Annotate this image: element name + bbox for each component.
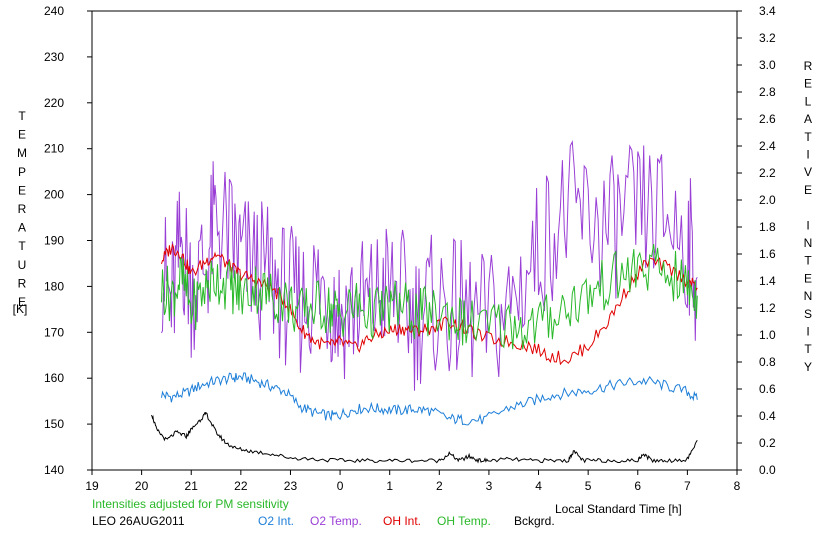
y-right-title-letter: I <box>806 218 809 232</box>
y-right-title-letter: V <box>804 165 812 179</box>
x-tick-label: 0 <box>337 479 344 493</box>
y-left-title-letter: P <box>18 165 26 179</box>
x-tick-label: 8 <box>734 479 741 493</box>
y-right-title-letter: R <box>804 59 813 73</box>
y-left-tick-label: 230 <box>44 50 64 64</box>
y-left-tick-label: 160 <box>44 371 64 385</box>
y-right-tick-label: 1.4 <box>759 274 776 288</box>
y-left-tick-label: 140 <box>44 463 64 477</box>
y-right-title-letter: T <box>804 254 812 268</box>
y-left-title-letter: E <box>18 295 26 309</box>
y-right-tick-label: 0.6 <box>759 382 776 396</box>
y-left-title-letter: T <box>18 239 26 253</box>
y-left-tick-label: 240 <box>44 4 64 18</box>
sensitivity-note: Intensities adjusted for PM sensitivity <box>92 497 289 511</box>
y-right-title-letter: I <box>806 148 809 162</box>
x-tick-label: 5 <box>585 479 592 493</box>
legend-item: OH Temp. <box>437 514 491 528</box>
y-right-tick-label: 2.6 <box>759 112 776 126</box>
y-right-tick-label: 1.2 <box>759 301 776 315</box>
legend-item: O2 Temp. <box>310 514 362 528</box>
y-left-title-letter: U <box>18 258 27 272</box>
y-right-tick-label: 1.8 <box>759 220 776 234</box>
y-right-tick-label: 0.8 <box>759 355 776 369</box>
y-left-tick-label: 200 <box>44 188 64 202</box>
y-axis-right: 0.0 0.2 0.4 0.6 0.8 1.0 1.2 1.4 1.6 1.8 2.0 2.2 2.4 2… <box>737 4 776 477</box>
y-right-title-letter: N <box>804 289 813 303</box>
y-right-title-letter: I <box>806 325 809 339</box>
station-date-label: LEO 26AUG2011 <box>92 514 185 528</box>
x-axis-title: Local Standard Time [h] <box>555 502 682 516</box>
y-right-title-letter: T <box>804 342 812 356</box>
legend: O2 Int. O2 Temp. OH Int. OH Temp. Bckgrd. <box>258 514 555 528</box>
y-right-title-letter: A <box>804 112 812 126</box>
x-tick-label: 20 <box>135 479 149 493</box>
x-tick-label: 21 <box>185 479 199 493</box>
y-right-title-letter: E <box>804 271 812 285</box>
series-line-o2-temp <box>161 140 698 391</box>
x-axis: 19 20 21 22 23 0 1 2 3 4 5 6 7 8 <box>85 470 741 493</box>
y-right-tick-label: 3.2 <box>759 31 776 45</box>
y-right-title-letter: N <box>804 236 813 250</box>
x-tick-label: 6 <box>634 479 641 493</box>
y-right-tick-label: 2.4 <box>759 139 776 153</box>
y-right-tick-label: 3.4 <box>759 4 776 18</box>
series-line-o2-int <box>161 372 698 426</box>
y-right-title-letter: S <box>804 307 812 321</box>
y-right-tick-label: 2.8 <box>759 85 776 99</box>
x-tick-label: 2 <box>436 479 443 493</box>
y-right-title-letter: T <box>804 130 812 144</box>
series-layer <box>151 140 698 464</box>
y-left-tick-label: 170 <box>44 325 64 339</box>
y-right-tick-label: 1.6 <box>759 247 776 261</box>
x-tick-label: 23 <box>284 479 298 493</box>
plot-frame <box>91 10 738 471</box>
y-left-title-letter: A <box>18 221 26 235</box>
y-right-tick-label: 0.0 <box>759 463 776 477</box>
y-right-tick-label: 2.2 <box>759 166 776 180</box>
y-axis-left-unit: [K] <box>13 302 28 316</box>
series-line-bckgrd <box>151 411 698 464</box>
y-left-title-letter: R <box>18 202 27 216</box>
legend-item: Bckgrd. <box>514 514 555 528</box>
series-line-oh-int <box>161 243 698 366</box>
legend-item: OH Int. <box>383 514 421 528</box>
y-right-tick-label: 0.4 <box>759 409 776 423</box>
y-right-title-letter: E <box>804 77 812 91</box>
legend-item: O2 Int. <box>258 514 294 528</box>
y-left-title-letter: M <box>17 146 27 160</box>
y-left-tick-label: 220 <box>44 96 64 110</box>
y-left-title-letter: E <box>18 128 26 142</box>
y-right-tick-label: 3.0 <box>759 58 776 72</box>
y-right-tick-label: 0.2 <box>759 436 776 450</box>
y-left-tick-label: 180 <box>44 279 64 293</box>
x-tick-label: 7 <box>684 479 691 493</box>
y-left-title-letter: T <box>18 109 26 123</box>
y-right-title-letter: E <box>804 183 812 197</box>
y-left-tick-label: 190 <box>44 234 64 248</box>
series-line-oh-temp <box>161 244 698 350</box>
x-tick-label: 4 <box>535 479 542 493</box>
y-left-title-letter: E <box>18 183 26 197</box>
x-tick-label: 3 <box>486 479 493 493</box>
x-tick-label: 1 <box>386 479 393 493</box>
y-left-title-letter: R <box>18 276 27 290</box>
y-left-tick-label: 150 <box>44 417 64 431</box>
y-left-tick-label: 210 <box>44 142 64 156</box>
y-right-title-letter: L <box>805 94 812 108</box>
y-axis-left: 140 150 160 170 180 190 200 210 220 230 240 <box>44 4 92 477</box>
y-right-tick-label: 2.0 <box>759 193 776 207</box>
x-tick-label: 19 <box>85 479 99 493</box>
y-right-title-letter: Y <box>804 360 812 374</box>
y-right-tick-label: 1.0 <box>759 328 776 342</box>
x-tick-label: 22 <box>234 479 248 493</box>
